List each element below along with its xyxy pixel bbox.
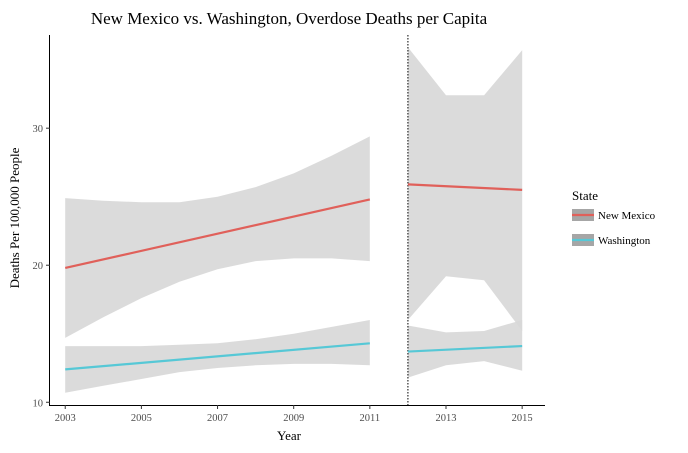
ci-band-new-mexico-1 bbox=[407, 47, 523, 332]
trend-line-new-mexico-0 bbox=[64, 198, 371, 270]
trend-line-new-mexico-1 bbox=[407, 183, 523, 191]
ci-band-new-mexico-0 bbox=[65, 136, 370, 338]
chart-title: New Mexico vs. Washington, Overdose Deat… bbox=[91, 9, 488, 28]
x-tick-label: 2005 bbox=[131, 413, 152, 424]
x-axis-title: Year bbox=[277, 428, 302, 443]
x-tick-label: 2011 bbox=[360, 413, 381, 424]
axis-ticks: 2003 2005 2007 2009 2011 2013 2015 10 20 30 bbox=[33, 124, 533, 424]
trend-line-washington-0 bbox=[65, 342, 370, 371]
legend-label: New Mexico bbox=[598, 210, 656, 222]
legend-label: Washington bbox=[598, 235, 651, 247]
plot-area bbox=[64, 35, 523, 405]
y-tick-label: 10 bbox=[33, 398, 44, 409]
x-tick-label: 2013 bbox=[436, 413, 457, 424]
y-tick-label: 20 bbox=[33, 261, 44, 272]
x-tick-label: 2015 bbox=[512, 413, 533, 424]
y-tick-label: 30 bbox=[33, 124, 44, 135]
x-tick-label: 2009 bbox=[283, 413, 304, 424]
legend-item-new-mexico: New Mexico bbox=[572, 209, 656, 222]
x-tick-label: 2007 bbox=[207, 413, 228, 424]
legend: State New Mexico Washington bbox=[572, 188, 656, 247]
y-axis-title: Deaths Per 100,000 People bbox=[7, 147, 22, 288]
legend-title: State bbox=[572, 188, 598, 203]
trend-line-washington-1 bbox=[407, 344, 523, 353]
legend-item-washington: Washington bbox=[572, 234, 651, 247]
x-tick-label: 2003 bbox=[55, 413, 76, 424]
